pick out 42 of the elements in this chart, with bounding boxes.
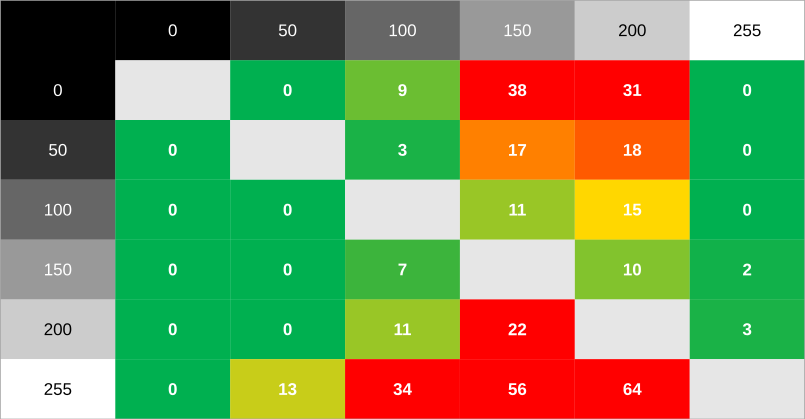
data-label: 2 (743, 263, 752, 276)
data-label: 18 (624, 144, 642, 156)
data-label: 38 (508, 84, 526, 96)
y-tick-label: 100 (45, 204, 72, 216)
y-tick-label: 200 (44, 323, 72, 336)
data-label: 31 (623, 84, 642, 96)
x-tick-label: 50 (278, 24, 296, 36)
data-label: 0 (168, 144, 177, 156)
data-label: 0 (284, 84, 292, 96)
data-label: 11 (394, 323, 411, 335)
data-label: 3 (742, 323, 752, 336)
x-tick-label: 0 (168, 24, 177, 36)
data-label: 0 (168, 382, 177, 395)
data-label: 0 (284, 263, 292, 276)
data-label: 13 (279, 382, 296, 395)
data-label: 34 (393, 382, 412, 395)
data-label: 0 (284, 323, 292, 336)
data-label: 0 (743, 144, 752, 156)
data-label: 0 (284, 204, 292, 216)
data-label: 15 (624, 204, 642, 216)
data-label: 11 (510, 204, 526, 216)
data-label: 10 (624, 263, 641, 276)
data-label: 22 (508, 323, 526, 336)
data-label: 0 (168, 204, 177, 216)
data-label: 17 (509, 144, 526, 156)
x-tick-label: 255 (734, 24, 761, 36)
data-label: 0 (743, 204, 752, 216)
y-tick-label: 150 (45, 263, 72, 276)
data-label: 0 (743, 84, 752, 96)
y-tick-label: 0 (54, 84, 62, 96)
y-tick-label: 50 (49, 144, 67, 156)
x-tick-label: 150 (504, 24, 531, 36)
x-tick-label: 100 (390, 24, 416, 36)
data-label: 0 (168, 323, 177, 336)
data-label: 7 (398, 263, 406, 276)
data-label: 3 (398, 144, 407, 156)
data-label: 64 (623, 382, 642, 395)
data-label: 9 (398, 84, 407, 96)
y-tick-label: 255 (44, 382, 72, 395)
x-tick-label: 200 (619, 24, 646, 36)
data-label: 0 (168, 263, 177, 276)
data-label: 56 (508, 382, 526, 395)
